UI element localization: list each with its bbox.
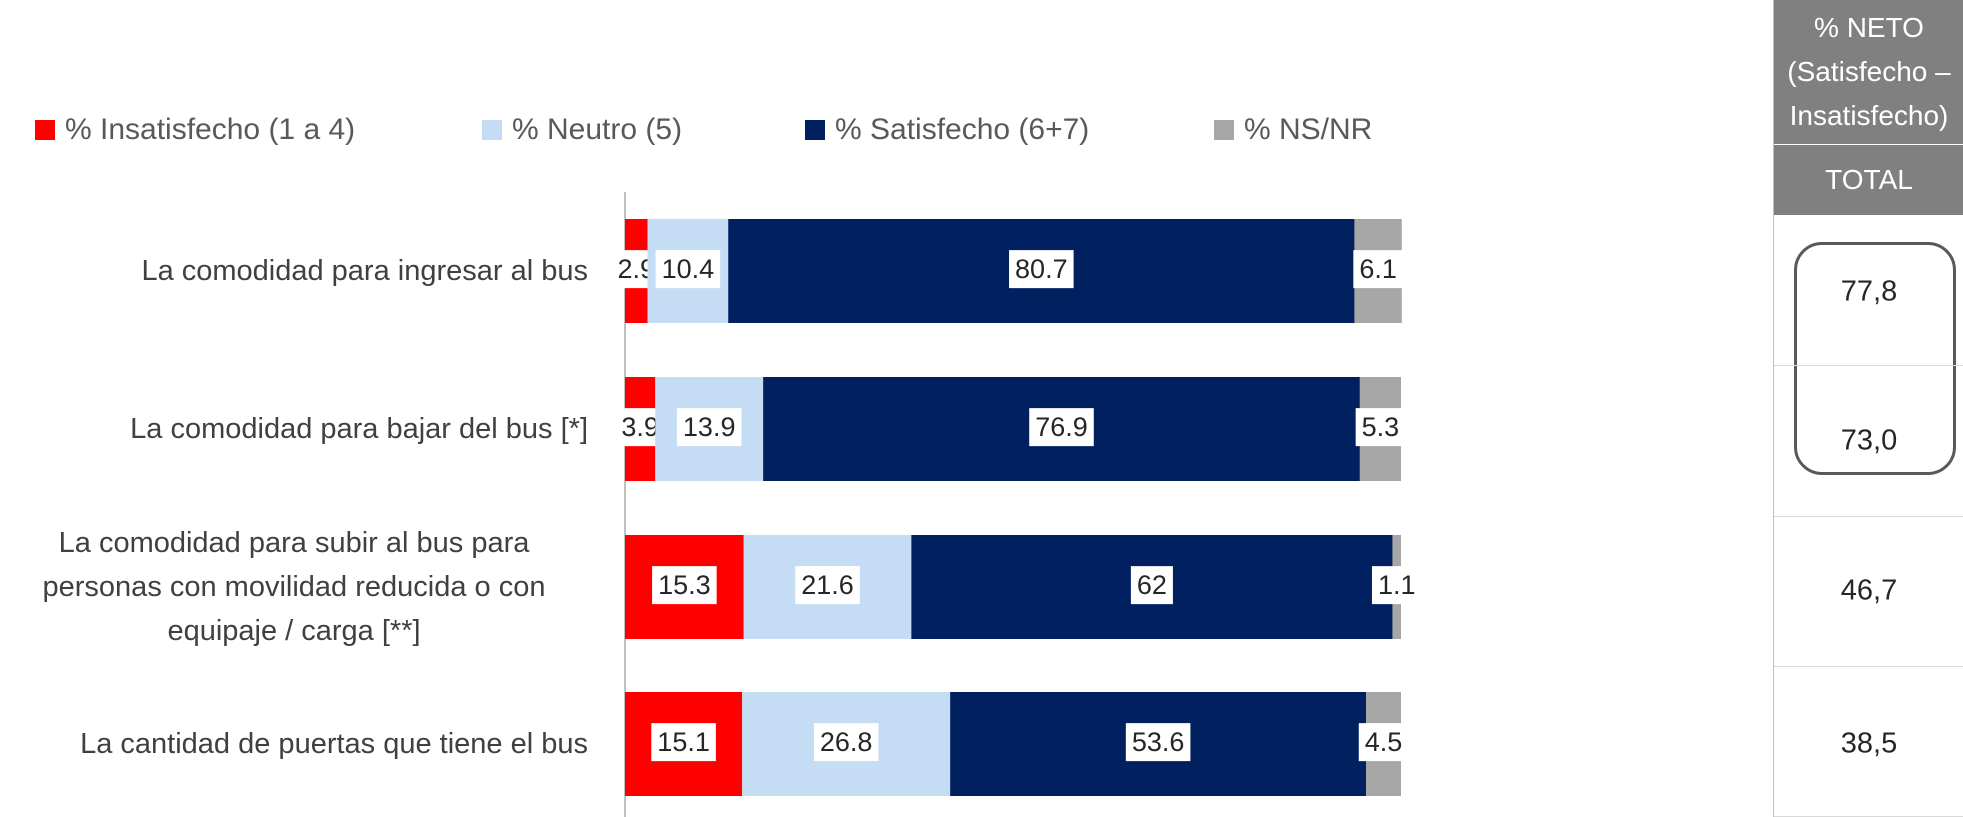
data-label-bg <box>1125 723 1191 762</box>
data-label: 6.1 <box>1359 254 1397 284</box>
table-value: 73,0 <box>1840 424 1898 457</box>
legend-swatch <box>35 120 55 140</box>
data-label: 13.9 <box>683 412 736 442</box>
data-label-bg <box>1358 723 1409 762</box>
data-label: 62 <box>1137 570 1167 600</box>
data-label: 80.7 <box>1015 254 1068 284</box>
data-label-bg <box>1029 408 1094 447</box>
category-label: La comodidad para subir al bus para pers… <box>42 527 546 647</box>
table-subheader: TOTAL <box>1774 145 1963 215</box>
data-label-bg <box>1371 566 1422 605</box>
table-value: 46,7 <box>1840 574 1898 607</box>
legend-label: % Insatisfecho (1 a 4) <box>65 113 355 146</box>
table-header-line: Insatisfecho) <box>1789 100 1949 131</box>
data-label: 3.9 <box>621 412 659 442</box>
data-label-bg <box>813 723 879 762</box>
data-label: 1.1 <box>1378 570 1416 600</box>
table-cell <box>1774 516 1963 667</box>
data-label: 15.3 <box>658 570 711 600</box>
legend-swatch <box>482 120 502 140</box>
legend-swatch <box>805 120 825 140</box>
legend-swatch <box>1214 120 1234 140</box>
table-header-line: (Satisfecho – <box>1787 56 1951 87</box>
legend-label: % Neutro (5) <box>512 113 682 146</box>
data-label-bg <box>1009 250 1074 289</box>
category-label: La comodidad para ingresar al bus <box>141 255 588 287</box>
legend-label: % Satisfecho (6+7) <box>835 113 1089 146</box>
data-label-bg <box>1353 250 1403 289</box>
table-value: 38,5 <box>1840 727 1898 760</box>
legend-label: % NS/NR <box>1244 113 1372 146</box>
highlight-box <box>1794 242 1956 475</box>
data-label: 21.6 <box>801 570 854 600</box>
data-label-bg <box>1355 408 1406 447</box>
table-cell <box>1774 366 1963 517</box>
data-label-bg <box>652 566 717 605</box>
table-value: 77,8 <box>1840 275 1898 308</box>
data-label: 53.6 <box>1132 727 1185 757</box>
data-label: 15.1 <box>657 727 710 757</box>
data-label-bg <box>655 250 721 289</box>
data-label: 26.8 <box>820 727 873 757</box>
data-label-bg <box>1130 566 1173 605</box>
table-header: % NETO (Satisfecho – Insatisfecho) <box>1774 0 1963 144</box>
table-header-line: % NETO <box>1814 12 1924 43</box>
net-table: % NETO (Satisfecho – Insatisfecho) TOTAL 7… <box>1773 0 1963 817</box>
data-label: 10.4 <box>662 254 715 284</box>
data-label: 4.5 <box>1365 727 1403 757</box>
category-label: La comodidad para bajar del bus [*] <box>130 413 588 445</box>
data-label-bg <box>795 566 860 605</box>
category-label: La cantidad de puertas que tiene el bus <box>80 728 588 760</box>
table-cell <box>1774 215 1963 366</box>
data-label-bg <box>651 723 716 762</box>
data-label: 76.9 <box>1035 412 1088 442</box>
data-label-bg <box>676 408 742 447</box>
data-label: 5.3 <box>1362 412 1400 442</box>
